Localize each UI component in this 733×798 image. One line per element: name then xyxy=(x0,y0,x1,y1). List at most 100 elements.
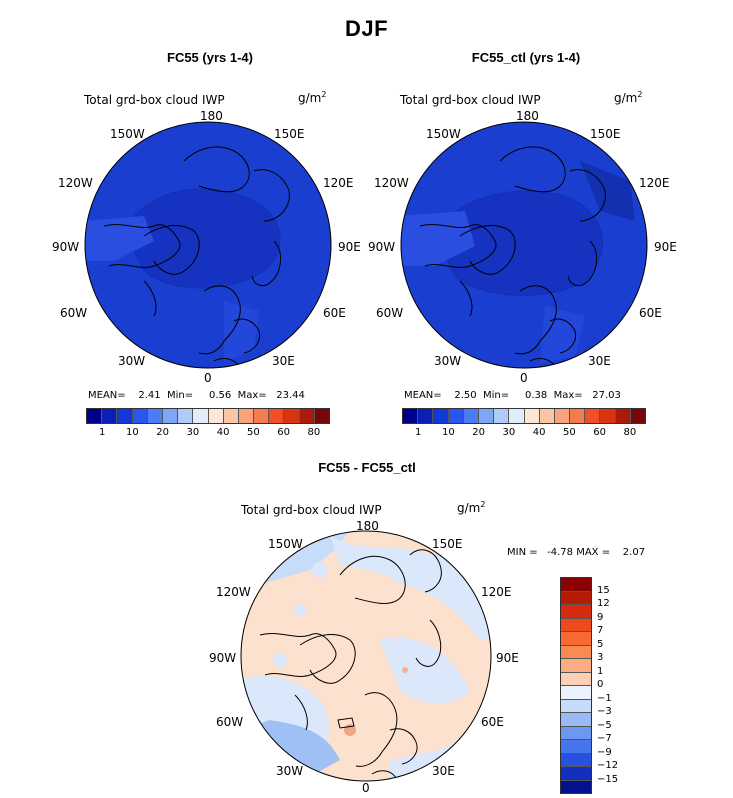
colorbar-tick-label: −12 xyxy=(597,760,619,771)
lon-label-150e: 150E xyxy=(274,127,305,141)
colorbar-tick-label: 10 xyxy=(126,427,139,438)
colorbar-cell xyxy=(585,409,601,423)
lon-label-150w: 150W xyxy=(110,127,145,141)
colorbar-tick-label: 50 xyxy=(563,427,576,438)
colorbar-cell xyxy=(208,409,224,423)
colorbar-tick-label: 80 xyxy=(623,427,637,438)
colorbar-cell xyxy=(615,409,631,423)
colorbar-cell xyxy=(102,409,118,423)
lon-label-180: 180 xyxy=(516,109,539,123)
lon-label-120w: 120W xyxy=(216,585,251,599)
colorbar-cell xyxy=(561,753,591,767)
colorbar-cell xyxy=(509,409,525,423)
figure-title: DJF xyxy=(344,16,389,41)
lon-label-60e: 60E xyxy=(323,306,346,320)
colorbar-cell xyxy=(561,578,591,592)
lon-label-0: 0 xyxy=(362,781,370,795)
lon-label-30w: 30W xyxy=(434,354,462,368)
colorbar-cell xyxy=(433,409,449,423)
lon-label-0: 0 xyxy=(204,371,212,385)
colorbar-tick-label: 30 xyxy=(186,427,200,438)
lon-label-90e: 90E xyxy=(654,240,677,254)
colorbar-cell xyxy=(463,409,479,423)
lon-label-30w: 30W xyxy=(118,354,146,368)
lon-label-60e: 60E xyxy=(481,715,504,729)
colorbar-fc55 xyxy=(86,408,330,424)
colorbar-tick-label: 1 xyxy=(98,427,106,438)
polar-map-fc55 xyxy=(84,121,332,369)
colorbar-tick-label: −9 xyxy=(597,746,612,758)
colorbar-cell xyxy=(561,618,591,632)
colorbar-tick-label: 0 xyxy=(597,679,604,690)
colorbar-cell xyxy=(561,713,591,727)
lon-label-90w: 90W xyxy=(368,240,396,254)
colorbar-cell xyxy=(193,409,209,423)
colorbar-cell xyxy=(561,659,591,673)
colorbar-fc55-ctl xyxy=(402,408,646,424)
colorbar-tick-label: 60 xyxy=(593,427,606,438)
colorbar-cell xyxy=(561,645,591,659)
colorbar-cell xyxy=(254,409,270,423)
colorbar-tick-label: 60 xyxy=(277,427,290,438)
polar-map-fc55-ctl xyxy=(400,121,648,369)
colorbar-cell xyxy=(561,780,591,793)
colorbar-cell xyxy=(561,632,591,646)
lon-label-150w: 150W xyxy=(268,537,303,551)
lon-label-120e: 120E xyxy=(481,585,512,599)
coastlines xyxy=(419,146,606,367)
lon-label-120w: 120W xyxy=(374,176,409,190)
colorbar-cell xyxy=(561,767,591,781)
lon-label-30e: 30E xyxy=(432,764,455,778)
colorbar-cell xyxy=(539,409,555,423)
colorbar-tick-label: −15 xyxy=(597,773,619,785)
lon-label-150e: 150E xyxy=(590,127,621,141)
colorbar-cell xyxy=(570,409,586,423)
colorbar-cell xyxy=(87,409,103,423)
colorbar-cell xyxy=(132,409,148,423)
colorbar-tick-label: −5 xyxy=(597,719,612,731)
colorbar-tick-label: 10 xyxy=(442,427,455,438)
colorbar-tick-label: 20 xyxy=(156,427,169,438)
colorbar-tick-label: 50 xyxy=(247,427,260,438)
colorbar-cell xyxy=(561,605,591,619)
colorbar-cell xyxy=(178,409,194,423)
panel-variable-fc55: Total grd-box cloud IWP xyxy=(84,93,225,107)
colorbar-cell xyxy=(561,726,591,740)
colorbar-tick-label: 5 xyxy=(597,638,604,650)
lon-label-30e: 30E xyxy=(588,354,611,368)
colorbar-tick-label: 3 xyxy=(597,652,604,663)
panel-title-difference: FC55 - FC55_ctl xyxy=(318,460,416,475)
colorbar-cell xyxy=(561,591,591,605)
colorbar-tick-label: 80 xyxy=(307,427,321,438)
colorbar-tick-label: 12 xyxy=(597,598,610,609)
lon-label-90e: 90E xyxy=(496,651,519,665)
lon-label-120e: 120E xyxy=(323,176,354,190)
colorbar-cell xyxy=(238,409,255,423)
colorbar-cell xyxy=(117,409,133,423)
colorbar-cell xyxy=(600,409,616,423)
colorbar-tick-label: 1 xyxy=(597,665,604,677)
lon-label-30e: 30E xyxy=(272,354,295,368)
polar-map-difference xyxy=(240,530,492,782)
panel-stats-fc55: MEAN= 2.41 Min= 0.56 Max= 23.44 xyxy=(88,390,305,401)
lon-label-60w: 60W xyxy=(376,306,404,320)
colorbar-tick-label: −3 xyxy=(597,706,612,717)
lon-label-60e: 60E xyxy=(639,306,662,320)
colorbar-cell xyxy=(494,409,510,423)
colorbar-tick-label: 1 xyxy=(414,427,422,438)
colorbar-tick-label: 30 xyxy=(502,427,516,438)
colorbar-cell xyxy=(162,409,179,423)
lon-label-180: 180 xyxy=(356,519,379,533)
panel-title-fc55: FC55 (yrs 1-4) xyxy=(167,50,253,65)
panel-units-fc55-ctl: g/m2 xyxy=(614,90,643,105)
lon-label-90e: 90E xyxy=(338,240,361,254)
lon-label-150e: 150E xyxy=(432,537,463,551)
colorbar-cell xyxy=(554,409,571,423)
panel-title-fc55-ctl: FC55_ctl (yrs 1-4) xyxy=(471,50,581,65)
panel-variable-difference: Total grd-box cloud IWP xyxy=(241,503,382,517)
colorbar-tick-label: −7 xyxy=(597,733,612,744)
colorbar-cell xyxy=(403,409,419,423)
colorbar-tick-label: −1 xyxy=(597,692,612,704)
panel-stats-fc55-ctl: MEAN= 2.50 Min= 0.38 Max= 27.03 xyxy=(404,390,621,401)
